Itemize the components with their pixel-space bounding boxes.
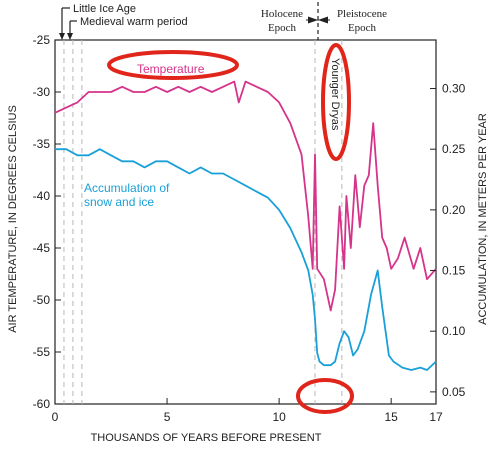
left-axis-title: AIR TEMPERATURE, IN DEGREES CELSIUS (7, 105, 19, 333)
right-y-tick-label: 0.25 (442, 142, 466, 156)
left-y-tick-label: -25 (33, 33, 51, 47)
left-y-tick-label: -55 (33, 345, 51, 359)
x-axis-title: THOUSANDS OF YEARS BEFORE PRESENT (91, 432, 322, 444)
temperature-series-label: Temperature (137, 62, 205, 76)
pleistocene-epoch-label: Epoch (348, 22, 377, 34)
accumulation-series-label-line1: Accumulation of (84, 181, 170, 195)
left-y-tick-label: -30 (33, 85, 51, 99)
little-ice-age-label: Little Ice Age (73, 3, 136, 15)
left-y-tick-label: -60 (33, 397, 51, 411)
right-axis-title: ACCUMULATION, IN METERS PER YEAR (477, 113, 489, 325)
right-y-tick-label: 0.20 (442, 203, 466, 217)
right-y-tick-label: 0.10 (442, 324, 466, 338)
left-y-tick-label: -40 (33, 189, 51, 203)
younger-dryas-label: Younger Dryas (329, 58, 341, 131)
holocene-epoch-label: Epoch (268, 22, 297, 34)
x-tick-label: 5 (164, 410, 171, 424)
x-tick-label: 17 (429, 410, 443, 424)
x-tick-label: 10 (272, 410, 286, 424)
temperature-line (54, 80, 437, 312)
x-tick-label: 0 (52, 410, 59, 424)
right-y-tick-label: 0.05 (442, 385, 466, 399)
holocene-label: Holocene (261, 8, 303, 20)
little-ice-age-annotation: Little Ice Age (59, 3, 136, 40)
left-y-tick-label: -50 (33, 293, 51, 307)
axis-range-highlight-ellipse (296, 378, 354, 414)
accumulation-series-label-line2: snow and ice (84, 195, 154, 209)
x-tick-label: 15 (384, 410, 398, 424)
left-y-tick-label: -45 (33, 241, 51, 255)
pleistocene-label: Pleistocene (337, 8, 387, 20)
medieval-warm-period-label: Medieval warm period (80, 16, 188, 28)
accumulation-line (55, 148, 437, 371)
left-y-tick-label: -35 (33, 137, 51, 151)
right-y-tick-label: 0.30 (442, 82, 466, 96)
right-y-tick-label: 0.15 (442, 264, 466, 278)
temperature-highlight-ellipse (107, 50, 239, 80)
epoch-boundary-annotation: Holocene Epoch Pleistocene Epoch (261, 2, 387, 40)
medieval-warm-period-annotation: Medieval warm period (67, 16, 188, 40)
younger-dryas-highlight-ellipse (321, 43, 351, 161)
plot-area-frame (54, 39, 437, 405)
